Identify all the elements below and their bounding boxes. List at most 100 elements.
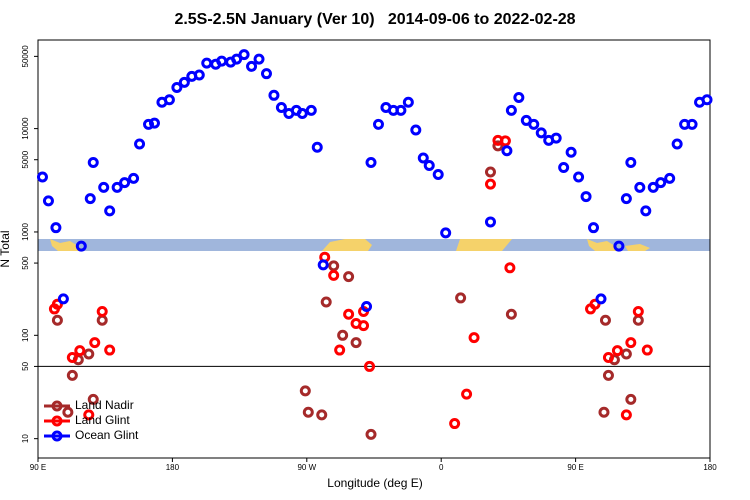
data-point — [580, 191, 592, 203]
x-tick-label: 90 W — [297, 463, 316, 472]
plot-frame — [37, 39, 711, 459]
data-point — [589, 298, 601, 310]
data-point — [84, 193, 96, 205]
data-point — [440, 227, 452, 239]
data-point — [364, 360, 376, 372]
data-point — [505, 104, 517, 116]
data-point — [613, 240, 625, 252]
data-point — [634, 181, 646, 193]
y-tick-label: 500 — [21, 256, 30, 270]
data-point — [96, 305, 108, 317]
land-patch — [625, 244, 650, 251]
data-point — [372, 118, 384, 130]
data-point — [87, 156, 99, 168]
data-point — [686, 118, 698, 130]
data-point — [51, 314, 63, 326]
data-point — [632, 314, 644, 326]
data-point — [598, 406, 610, 418]
x-axis-label: Longitude (deg E) — [327, 476, 422, 490]
data-point — [484, 178, 496, 190]
data-point — [501, 145, 513, 157]
data-point — [246, 60, 258, 72]
data-point — [98, 181, 110, 193]
data-point — [334, 344, 346, 356]
data-point — [143, 118, 155, 130]
data-point — [468, 332, 480, 344]
data-point — [238, 49, 250, 61]
x-tick-label: 180 — [703, 463, 717, 472]
data-point — [87, 393, 99, 405]
legend-label: Land Nadir — [75, 398, 134, 412]
x-tick-label: 90 E — [30, 463, 46, 472]
ocean-strip — [38, 239, 710, 251]
data-point — [66, 369, 78, 381]
land-patch — [50, 239, 84, 251]
data-point — [625, 393, 637, 405]
data-point — [193, 69, 205, 81]
data-point — [74, 345, 86, 357]
data-point — [66, 351, 78, 363]
data-point — [365, 428, 377, 440]
data-point — [305, 104, 317, 116]
data-point — [640, 205, 652, 217]
data-point — [216, 55, 228, 67]
data-point — [625, 156, 637, 168]
data-point — [550, 132, 562, 144]
data-point — [641, 344, 653, 356]
data-point — [51, 298, 63, 310]
data-point — [417, 152, 429, 164]
data-point — [484, 216, 496, 228]
data-point — [599, 314, 611, 326]
data-point — [505, 308, 517, 320]
data-point — [231, 53, 243, 65]
data-point — [311, 141, 323, 153]
y-tick-label: 50000 — [21, 45, 30, 68]
data-point — [620, 348, 632, 360]
data-point — [328, 269, 340, 281]
y-tick-label: 1000 — [21, 223, 30, 241]
y-tick-label: 5000 — [21, 150, 30, 168]
data-point — [62, 406, 74, 418]
data-point — [535, 127, 547, 139]
land-patch — [322, 239, 372, 251]
data-point — [343, 308, 355, 320]
data-point — [395, 104, 407, 116]
data-point — [528, 118, 540, 130]
data-point — [358, 320, 370, 332]
data-point — [573, 171, 585, 183]
data-point — [134, 138, 146, 150]
data-point — [83, 348, 95, 360]
data-point — [664, 172, 676, 184]
data-point — [316, 409, 328, 421]
data-point — [449, 418, 461, 430]
data-point — [611, 345, 623, 357]
data-point — [163, 94, 175, 106]
data-point — [119, 177, 131, 189]
data-point — [647, 181, 659, 193]
legend-label: Land Glint — [75, 413, 130, 427]
data-point — [602, 369, 614, 381]
data-point — [268, 89, 280, 101]
data-point — [632, 305, 644, 317]
data-point — [484, 166, 496, 178]
data-point — [57, 293, 69, 305]
data-point — [602, 351, 614, 363]
data-point — [75, 240, 87, 252]
data-point — [343, 271, 355, 283]
data-point — [317, 259, 329, 271]
data-point — [201, 57, 213, 69]
data-point — [36, 171, 48, 183]
data-point — [296, 108, 308, 120]
data-point — [350, 337, 362, 349]
data-point — [461, 388, 473, 400]
data-point — [455, 292, 467, 304]
data-point — [558, 162, 570, 174]
data-point — [492, 140, 504, 152]
data-point — [588, 222, 600, 234]
map-strip — [38, 239, 710, 251]
data-point — [655, 177, 667, 189]
data-point — [671, 138, 683, 150]
data-point — [595, 293, 607, 305]
y-axis-label: N Total — [0, 230, 12, 267]
